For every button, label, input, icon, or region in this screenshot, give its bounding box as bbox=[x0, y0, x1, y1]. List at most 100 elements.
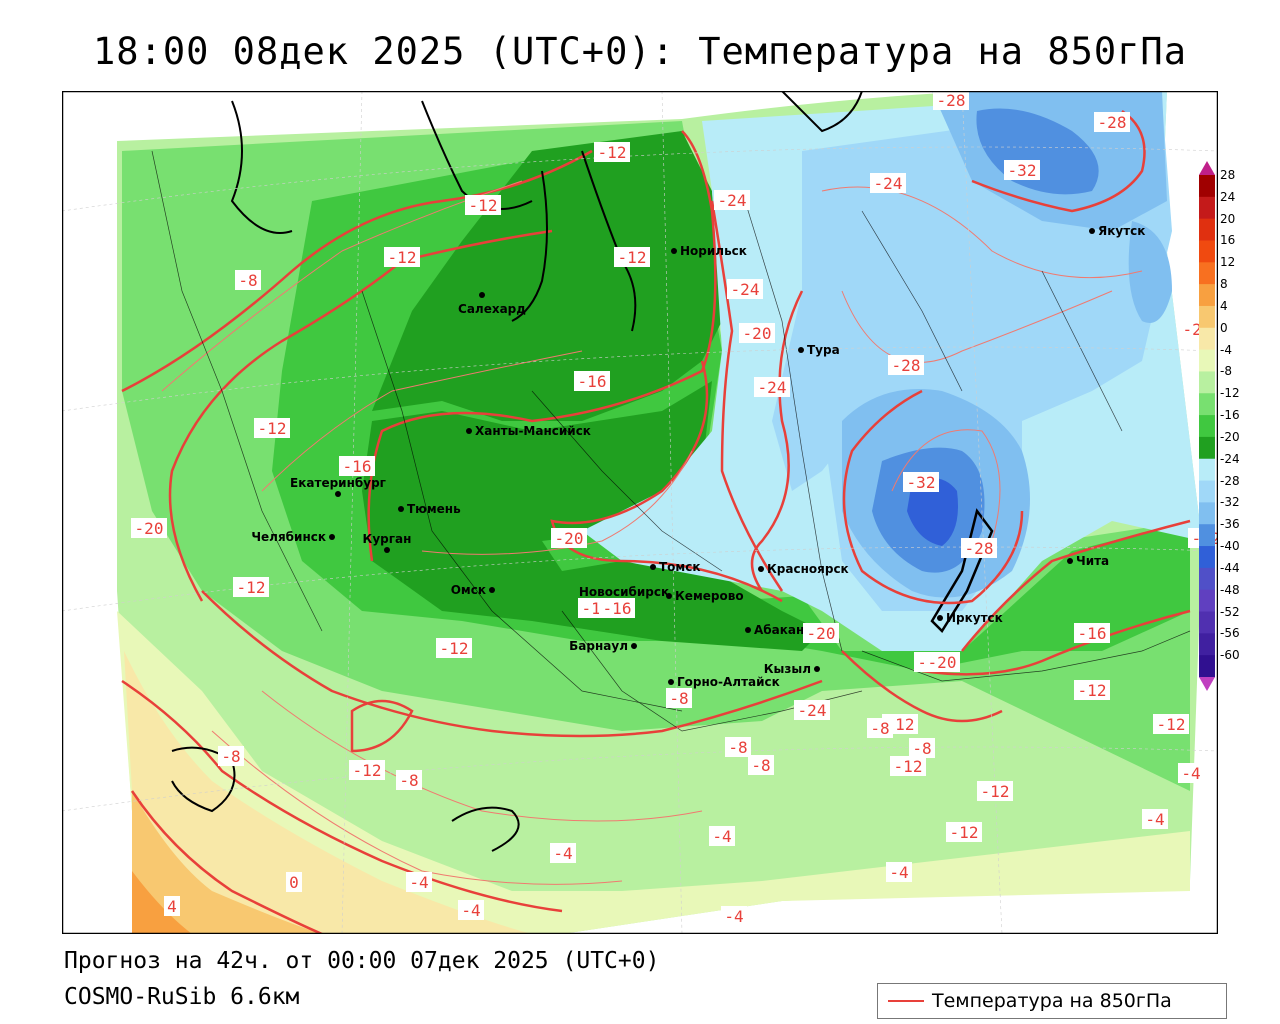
contour-label: -12 bbox=[1078, 681, 1107, 700]
contour-label-bg bbox=[599, 598, 635, 618]
contour-label-bg bbox=[666, 688, 692, 708]
contour-label-bg bbox=[614, 247, 650, 267]
colorbar-tick-label: -44 bbox=[1220, 560, 1240, 575]
city-label: Чита bbox=[1076, 554, 1109, 568]
colorbar-swatch bbox=[1199, 371, 1215, 394]
city-dot bbox=[398, 506, 404, 512]
colorbar-tick-label: -8 bbox=[1220, 364, 1232, 379]
city-label: Иркутск bbox=[946, 611, 1003, 625]
contour-value-labels: -12-12-12-8-12-12-16-16-16-20-20-20-20-2… bbox=[131, 91, 1218, 926]
contour-label: -8 bbox=[912, 739, 931, 758]
contour-label: -4 bbox=[1145, 810, 1164, 829]
contour-label: -4 bbox=[409, 873, 428, 892]
city-label: Омск bbox=[451, 583, 486, 597]
city-markers: Норильск Салехард Тура Якутск Ханты-Мансийск… bbox=[251, 224, 1145, 689]
contour-label: -8 bbox=[221, 747, 240, 766]
model-name: COSMO-RuSib 6.6км bbox=[64, 984, 300, 1010]
contour-label-bg bbox=[406, 872, 432, 892]
contour-label: -4 bbox=[889, 863, 908, 882]
colorbar-swatch bbox=[1199, 240, 1215, 263]
colorbar-tick-label: -12 bbox=[1220, 386, 1240, 401]
city-label: Новосибирск bbox=[579, 585, 669, 599]
legend: Температура на 850гПа bbox=[877, 983, 1227, 1019]
contour-label-bg bbox=[909, 738, 935, 758]
city-label: Салехард bbox=[458, 302, 526, 316]
contour-label-bg bbox=[254, 418, 290, 438]
city-label: Красноярск bbox=[767, 562, 849, 576]
colorbar-tick-label: -60 bbox=[1220, 648, 1240, 663]
city-label: Горно-Алтайск bbox=[677, 675, 780, 689]
city-label: Тура bbox=[807, 343, 840, 357]
city-dot bbox=[329, 534, 335, 540]
contour-label: -12 bbox=[469, 196, 498, 215]
city-label: Кызыл bbox=[764, 662, 811, 676]
city-dot bbox=[937, 615, 943, 621]
colorbar-swatch bbox=[1199, 349, 1215, 372]
city-label: Кемерово bbox=[675, 589, 744, 603]
colorbar-swatch bbox=[1199, 393, 1215, 416]
zone-minus36 bbox=[907, 477, 958, 546]
colorbar-swatch bbox=[1199, 436, 1215, 460]
temperature-map[interactable]: Норильск Салехард Тура Якутск Ханты-Мансийск… bbox=[62, 91, 1218, 934]
city-dot bbox=[671, 248, 677, 254]
colorbar-tick-label: -24 bbox=[1220, 451, 1240, 466]
city-dot bbox=[1089, 228, 1095, 234]
contour-label: -20 bbox=[928, 653, 957, 672]
contour-label-bg bbox=[721, 906, 747, 926]
city-dot bbox=[631, 643, 637, 649]
colorbar-tick-label: -20 bbox=[1220, 429, 1240, 444]
contour-label-bg bbox=[870, 173, 906, 193]
contour-label: -28 bbox=[965, 539, 994, 558]
zone-minus28-east bbox=[1128, 221, 1172, 323]
contour-label-bg bbox=[1142, 809, 1168, 829]
city-label: Челябинск bbox=[251, 530, 326, 544]
city-dot bbox=[1067, 558, 1073, 564]
city-label: Курган bbox=[363, 532, 412, 546]
contour-label-bg bbox=[714, 190, 750, 210]
city-dot bbox=[489, 587, 495, 593]
contour-label: -4 bbox=[712, 827, 731, 846]
contour-label-bg bbox=[1004, 160, 1040, 180]
colorbar-tick-label: -32 bbox=[1220, 495, 1240, 510]
contour-label-bg bbox=[867, 718, 893, 738]
contour-label: -12 bbox=[353, 761, 382, 780]
contour-label: -12 bbox=[440, 639, 469, 658]
colorbar-tick-label: -4 bbox=[1220, 342, 1232, 357]
city-dot bbox=[758, 566, 764, 572]
contour-label: -20 bbox=[743, 324, 772, 343]
zone-warm bbox=[124, 651, 532, 934]
colorbar-swatch bbox=[1199, 524, 1215, 547]
contour-label-bg bbox=[961, 538, 997, 558]
contour-label: -8 bbox=[399, 771, 418, 790]
city-label: Томск bbox=[659, 560, 701, 574]
contour-label: -24 bbox=[718, 191, 747, 210]
colorbar-swatch bbox=[1199, 633, 1215, 656]
contour-label: -12 bbox=[894, 757, 923, 776]
contour-label: -16 bbox=[1078, 624, 1107, 643]
city-dot bbox=[745, 627, 751, 633]
contour-label-bg bbox=[1094, 112, 1130, 132]
contour-label: 4 bbox=[167, 897, 177, 916]
zone-hot bbox=[132, 871, 192, 934]
coastline bbox=[171, 91, 863, 852]
contour-label: -16 bbox=[578, 372, 607, 391]
city-dot bbox=[466, 428, 472, 434]
contour-label-bg bbox=[754, 377, 790, 397]
colorbar-tick-label: -36 bbox=[1220, 517, 1240, 532]
contour-label-bg bbox=[574, 371, 610, 391]
colorbar-tick-label: -56 bbox=[1220, 626, 1240, 641]
contour-label-bg bbox=[235, 270, 261, 290]
colorbar-arrow-bottom bbox=[1199, 677, 1215, 691]
contour-label: -20 bbox=[135, 519, 164, 538]
contour-label: -4 bbox=[461, 901, 480, 920]
colorbar-tick-label: 24 bbox=[1220, 189, 1236, 204]
colorbar-swatch bbox=[1199, 546, 1215, 569]
contour-label-bg bbox=[396, 770, 422, 790]
colorbar-swatch bbox=[1199, 262, 1215, 285]
city-label: Екатеринбург bbox=[290, 476, 386, 490]
colorbar-swatch bbox=[1199, 611, 1215, 634]
contour-label: -24 bbox=[731, 280, 760, 299]
colorbar-tick-label: -52 bbox=[1220, 604, 1240, 619]
colorbar-tick-label: -48 bbox=[1220, 582, 1240, 597]
contour-label-bg bbox=[924, 652, 960, 672]
